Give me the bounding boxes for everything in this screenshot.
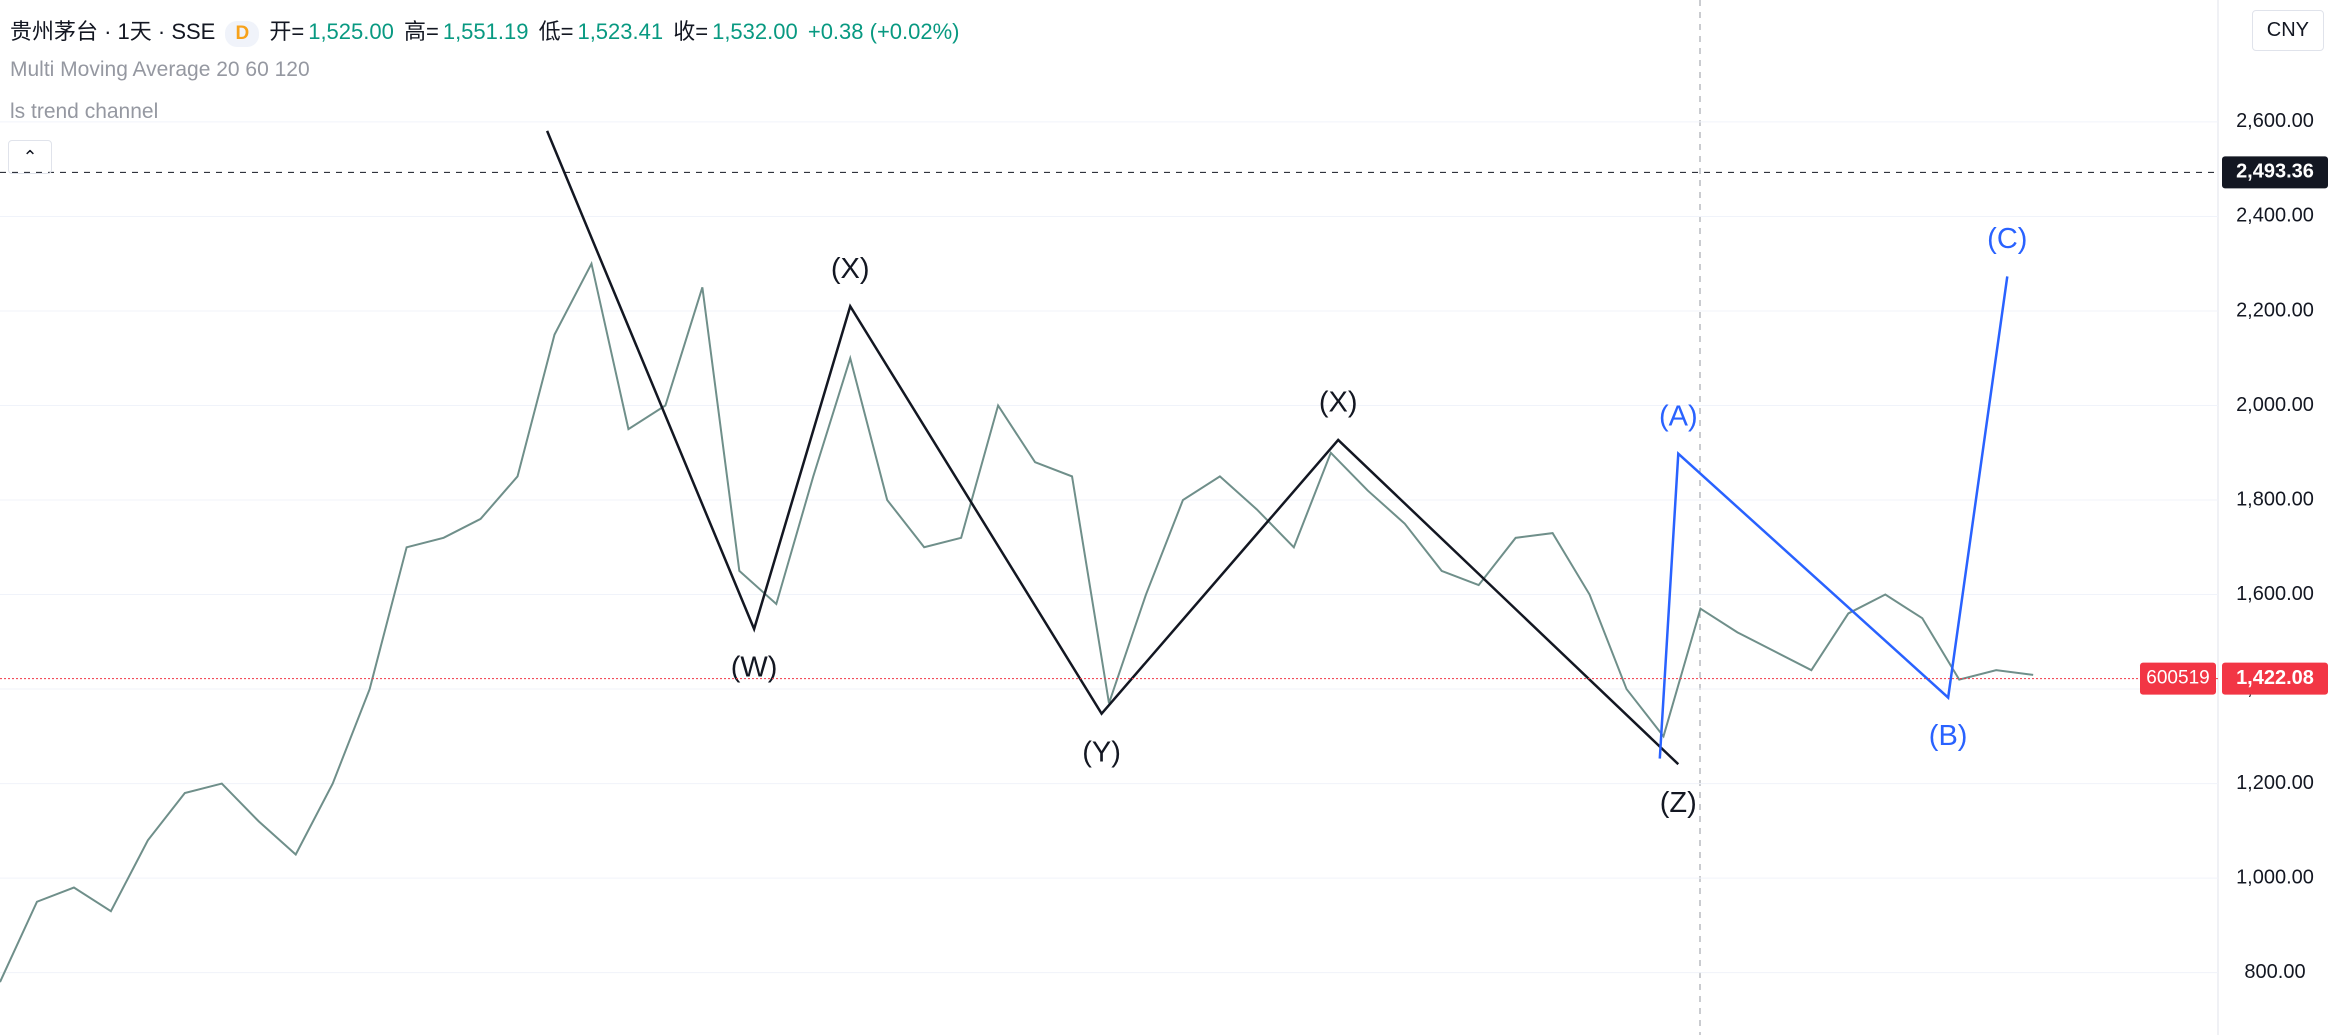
- indicator[interactable]: ls trend channel: [10, 100, 159, 123]
- symbol[interactable]: 贵州茅台 · 1天 · SSE: [10, 19, 216, 44]
- high-label: 高=: [403, 19, 439, 44]
- close-label: 收=: [673, 19, 709, 44]
- legend-row: 贵州茅台 · 1天 · SSE D 开= 1,525.00 高= 1,551.19 …: [10, 14, 964, 47]
- currency[interactable]: CNY: [2251, 10, 2324, 51]
- y-tick-label: 1,800.00: [2236, 488, 2314, 510]
- price-tag: [2222, 662, 2328, 695]
- wave-label: (B): [1929, 720, 1968, 752]
- interval-badge[interactable]: D: [225, 21, 260, 47]
- y-tick-label: 800.00: [2244, 961, 2305, 983]
- wave-label: (Z): [1660, 787, 1697, 819]
- wave-label: (X): [1319, 387, 1358, 419]
- y-tick-label: 2,200.00: [2236, 299, 2314, 321]
- open-value: 1,525.00: [308, 19, 394, 44]
- close-value: 1,532.00: [712, 19, 798, 44]
- wave-line: [545, 130, 1680, 766]
- low-label: 低=: [538, 19, 574, 44]
- y-tick-label: 1,200.00: [2236, 772, 2314, 794]
- y-tick-label: 2,400.00: [2236, 205, 2314, 227]
- price-line: [0, 260, 2034, 983]
- price-tag-label: 2,493.36: [2236, 161, 2314, 183]
- wave-label: (C): [1987, 223, 2027, 255]
- open-label: 开=: [269, 19, 305, 44]
- y-tick-label: 1,000.00: [2236, 866, 2314, 888]
- wave-label: (Y): [1082, 736, 1121, 768]
- y-tick-label: 2,600.00: [2236, 110, 2314, 132]
- wave-label: (X): [831, 253, 870, 285]
- y-tick-label: 1,600.00: [2236, 583, 2314, 605]
- change: +0.38 (+0.02%): [807, 19, 960, 44]
- price-tag: [2222, 156, 2328, 189]
- indicator[interactable]: Multi Moving Average 20 60 120: [10, 58, 310, 81]
- y-tick-label: 2,000.00: [2236, 394, 2314, 416]
- high-value: 1,551.19: [442, 19, 529, 44]
- collapse-button[interactable]: ⌃: [8, 140, 52, 174]
- price-tag-label: 1,422.08: [2236, 667, 2314, 689]
- symbol-tag-label: 600519: [2146, 668, 2209, 689]
- wave-label: (A): [1659, 400, 1698, 432]
- wave-line: [1658, 276, 2009, 759]
- low-value: 1,523.41: [577, 19, 664, 44]
- symbol-tag: [2140, 662, 2216, 695]
